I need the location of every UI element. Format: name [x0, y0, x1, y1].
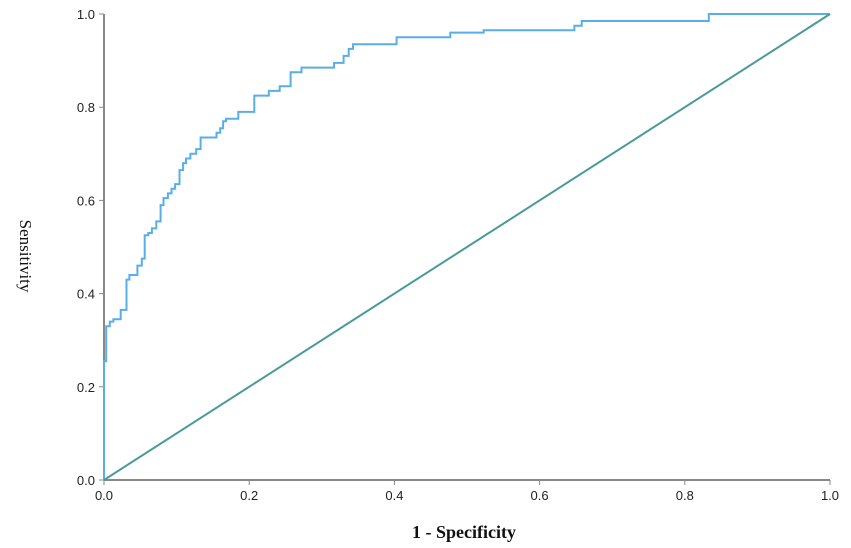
- roc-curve-line: [103, 13, 830, 480]
- y-tick-label: 0.0: [77, 473, 95, 488]
- x-axis-ticks: 0.0 0.2 0.4 0.6 0.8 1.0: [95, 480, 839, 503]
- y-tick-label: 0.8: [77, 100, 95, 115]
- x-tick-label: 0.8: [676, 488, 694, 503]
- x-tick-label: 0.0: [95, 488, 113, 503]
- reference-diagonal-line: [103, 13, 831, 481]
- y-axis-title: Sensitivity: [16, 220, 35, 293]
- y-tick-label: 0.2: [77, 380, 95, 395]
- y-tick-label: 0.6: [77, 193, 95, 208]
- plot-lines: [103, 13, 831, 481]
- x-tick-label: 0.2: [240, 488, 258, 503]
- y-tick-label: 1.0: [77, 7, 95, 22]
- x-tick-label: 1.0: [821, 488, 839, 503]
- y-tick-label: 0.4: [77, 287, 95, 302]
- y-axis-ticks: 0.0 0.2 0.4 0.6 0.8 1.0: [77, 7, 104, 488]
- x-tick-label: 0.4: [385, 488, 403, 503]
- x-tick-label: 0.6: [531, 488, 549, 503]
- x-axis-title: 1 - Specificity: [412, 522, 516, 542]
